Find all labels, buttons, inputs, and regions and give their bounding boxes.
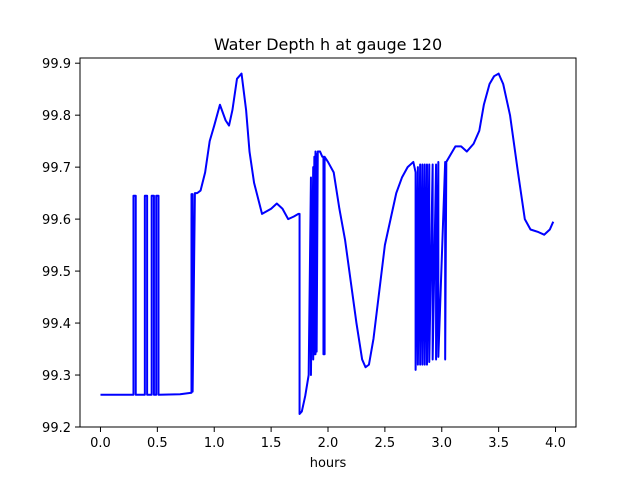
y-tick-label: 99.9 <box>42 57 71 72</box>
y-tick-label: 99.5 <box>42 265 71 280</box>
x-tick-label: 0.0 <box>90 436 111 451</box>
y-tick-label: 99.3 <box>42 369 71 384</box>
y-tick-label: 99.4 <box>42 317 71 332</box>
x-tick-label: 3.5 <box>488 436 509 451</box>
chart-title: Water Depth h at gauge 120 <box>214 35 442 54</box>
y-axis: 99.2 99.3 99.4 99.5 99.6 99.7 99.8 99.9 <box>42 57 80 436</box>
y-tick-label: 99.2 <box>42 421 71 436</box>
y-tick-label: 99.8 <box>42 109 71 124</box>
x-tick-label: 4.0 <box>545 436 566 451</box>
x-axis: 0.0 0.5 1.0 1.5 2.0 2.5 3.0 3.5 4.0 <box>90 427 566 451</box>
series-group <box>100 72 555 416</box>
x-axis-label: hours <box>310 456 347 471</box>
x-tick-label: 2.5 <box>375 436 396 451</box>
y-tick-label: 99.7 <box>42 161 71 176</box>
series-line-0 <box>100 72 555 416</box>
y-tick-label: 99.6 <box>42 213 71 228</box>
x-tick-label: 3.0 <box>431 436 452 451</box>
x-tick-label: 1.5 <box>261 436 282 451</box>
x-tick-label: 2.0 <box>318 436 339 451</box>
x-tick-label: 1.0 <box>204 436 225 451</box>
x-tick-label: 0.5 <box>147 436 168 451</box>
